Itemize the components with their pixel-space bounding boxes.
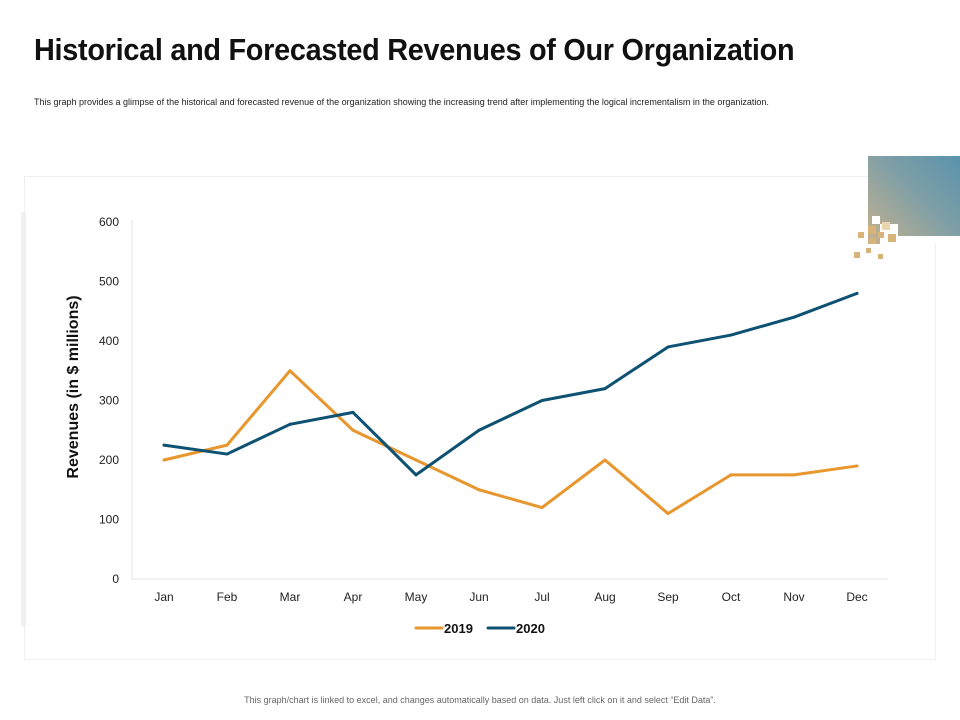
chart-legend: 2019 2020 bbox=[414, 621, 545, 636]
decorative-pixel bbox=[858, 232, 864, 238]
data-point-2020-feb bbox=[225, 452, 229, 456]
x-tick-label: Mar bbox=[280, 590, 301, 604]
series-line-2020 bbox=[162, 291, 859, 477]
x-tick-label: Sep bbox=[657, 590, 679, 604]
decorative-pixel bbox=[878, 232, 884, 238]
data-point-2020-jul bbox=[540, 399, 544, 402]
chart-series-lines bbox=[162, 291, 859, 516]
x-tick-label: Nov bbox=[783, 590, 804, 604]
data-point-2020-jun bbox=[477, 428, 481, 432]
x-tick-label: Oct bbox=[722, 590, 741, 604]
decorative-pixel bbox=[898, 236, 960, 244]
decorative-pixel bbox=[878, 254, 883, 259]
data-point-2019-jan bbox=[162, 458, 166, 462]
data-point-2020-jan bbox=[162, 443, 166, 447]
data-point-2019-dec bbox=[855, 464, 859, 468]
data-point-2019-may bbox=[414, 458, 418, 462]
y-tick-label: 600 bbox=[99, 215, 119, 229]
x-tick-label: Feb bbox=[217, 590, 238, 604]
data-point-2020-dec bbox=[855, 291, 859, 295]
y-tick-label: 300 bbox=[99, 394, 119, 408]
y-axis-title: Revenues (in $ millions) bbox=[65, 295, 82, 478]
decorative-pixel bbox=[872, 216, 880, 224]
y-tick-label: 200 bbox=[99, 453, 119, 467]
data-point-2020-may bbox=[414, 473, 418, 477]
data-point-2019-jul bbox=[540, 506, 544, 510]
data-point-2020-aug bbox=[603, 387, 607, 391]
x-tick-label: Jul bbox=[534, 590, 549, 604]
data-point-2019-apr bbox=[351, 428, 355, 432]
x-tick-label: May bbox=[405, 590, 428, 604]
data-point-2020-nov bbox=[792, 315, 796, 319]
y-tick-label: 100 bbox=[99, 513, 119, 527]
data-point-2019-nov bbox=[792, 473, 796, 477]
decorative-pixel bbox=[854, 252, 860, 258]
chart-axes: 0 100 200 300 400 500 600 Jan Feb Mar Apr May Jun Jul… bbox=[65, 215, 888, 604]
data-point-2019-sep bbox=[666, 512, 670, 516]
data-point-2020-oct bbox=[729, 333, 733, 337]
decorative-gradient-graphic bbox=[868, 156, 960, 244]
x-tick-label: Aug bbox=[594, 590, 615, 604]
series-line-2019 bbox=[162, 369, 859, 516]
data-point-2019-aug bbox=[603, 458, 607, 462]
page-subtitle: This graph provides a glimpse of the his… bbox=[34, 97, 769, 107]
decorative-pixel bbox=[882, 222, 890, 230]
x-tick-label: Dec bbox=[846, 590, 867, 604]
legend-label-2020: 2020 bbox=[516, 621, 545, 636]
y-tick-label: 0 bbox=[112, 572, 119, 586]
x-tick-label: Jun bbox=[469, 590, 488, 604]
decorative-pixel bbox=[870, 238, 876, 244]
data-point-2019-jun bbox=[477, 488, 481, 492]
data-point-2020-sep bbox=[666, 345, 670, 349]
left-accent-bar bbox=[21, 212, 26, 626]
data-point-2020-mar bbox=[288, 422, 292, 426]
decorative-pixel bbox=[888, 234, 896, 242]
data-point-2019-oct bbox=[729, 473, 733, 477]
page-title: Historical and Forecasted Revenues of Ou… bbox=[34, 32, 795, 67]
decorative-pixel bbox=[868, 226, 876, 234]
legend-label-2019: 2019 bbox=[444, 621, 473, 636]
data-point-2019-feb bbox=[225, 443, 229, 447]
footer-note: This graph/chart is linked to excel, and… bbox=[244, 695, 716, 705]
x-tick-label: Apr bbox=[344, 590, 363, 604]
y-tick-label: 400 bbox=[99, 334, 119, 348]
y-tick-label: 500 bbox=[99, 275, 119, 289]
data-point-2020-apr bbox=[351, 410, 355, 414]
data-point-2019-mar bbox=[288, 369, 292, 373]
x-tick-label: Jan bbox=[154, 590, 173, 604]
decorative-pixel bbox=[866, 248, 871, 253]
